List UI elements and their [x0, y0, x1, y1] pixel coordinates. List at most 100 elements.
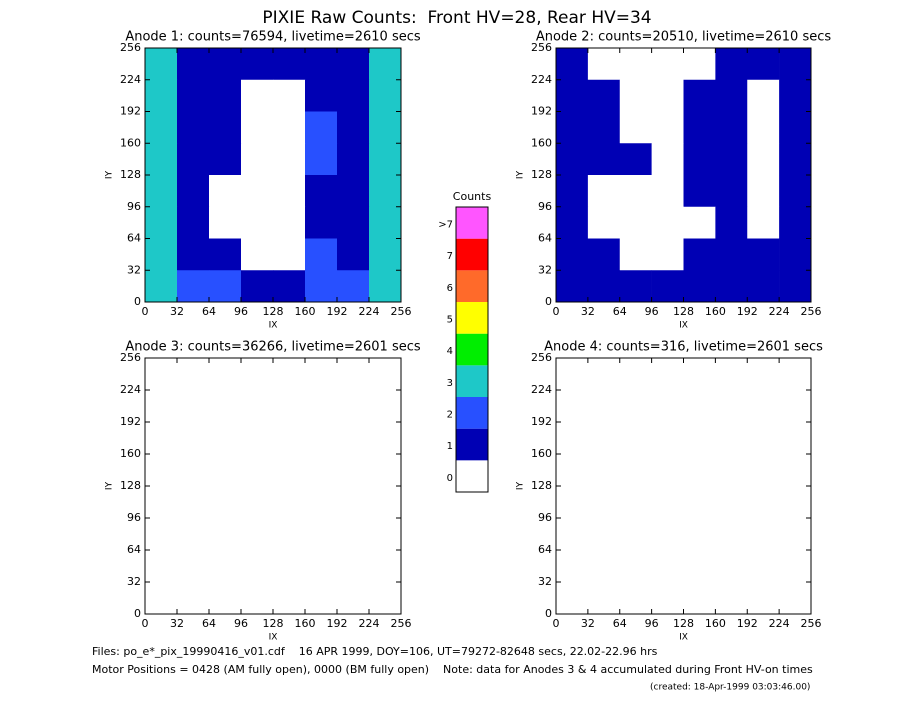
x-tick-label: 64: [202, 305, 216, 318]
heat-cell: [651, 270, 684, 303]
heat-cell: [241, 486, 274, 519]
y-tick-label: 128: [531, 168, 552, 181]
colorbar-frame: [455, 206, 489, 493]
heat-cell: [779, 48, 812, 81]
heat-cell: [209, 111, 242, 144]
x-tick-label: 96: [234, 305, 248, 318]
heat-cell: [651, 486, 684, 519]
heat-cell: [337, 454, 370, 487]
chart-title: Anode 2: counts=20510, livetime=2610 sec…: [536, 30, 832, 45]
x-tick-label: 128: [673, 305, 694, 318]
heat-cell: [145, 270, 178, 303]
heat-cell: [587, 518, 621, 551]
heat-cell: [145, 582, 178, 615]
y-tick-label: 128: [531, 479, 552, 492]
heat-cell: [619, 238, 652, 271]
heat-cell: [305, 518, 338, 551]
heat-cell: [273, 390, 306, 423]
heat-cell: [747, 79, 780, 112]
heat-cell: [587, 358, 621, 391]
heat-cell: [241, 111, 274, 144]
x-tick-label: 96: [645, 617, 659, 630]
heat-cell: [209, 422, 242, 455]
heat-cell: [619, 270, 652, 303]
x-tick-label: 256: [801, 617, 822, 630]
heat-cell: [145, 79, 178, 112]
heat-cell: [683, 454, 716, 487]
heat-cell: [241, 79, 274, 112]
heat-cell: [556, 206, 589, 239]
heat-cell: [747, 206, 780, 239]
heat-cell: [715, 111, 748, 144]
heat-cell: [651, 390, 684, 423]
heat-cell: [273, 486, 306, 519]
heat-cell: [369, 390, 402, 423]
heat-cell: [241, 175, 274, 208]
heat-cell: [337, 518, 370, 551]
heat-cell: [683, 48, 716, 81]
heat-cell: [779, 175, 812, 208]
heat-cell: [779, 270, 812, 303]
heat-cell: [273, 422, 306, 455]
heat-cell: [337, 390, 370, 423]
heat-cell: [337, 206, 370, 239]
heat-cell: [369, 518, 402, 551]
heat-cell: [779, 238, 812, 271]
heat-cell: [369, 270, 402, 303]
heat-cell: [715, 48, 748, 81]
heat-cell: [177, 79, 210, 112]
heat-cell: [273, 79, 306, 112]
colorbar-label: >7: [438, 219, 453, 230]
y-tick-label: 96: [127, 200, 141, 213]
heat-cell: [273, 175, 306, 208]
x-tick-label: 160: [295, 617, 316, 630]
heat-cell: [619, 582, 652, 615]
heat-cell: [556, 143, 589, 176]
heat-cell: [177, 358, 210, 391]
heat-cell: [209, 79, 242, 112]
heat-cell: [715, 206, 748, 239]
heat-cell: [619, 486, 652, 519]
heat-cell: [241, 48, 274, 81]
x-tick-label: 256: [801, 305, 822, 318]
heat-cell: [177, 486, 210, 519]
y-tick-label: 0: [134, 607, 141, 620]
heat-cell: [337, 486, 370, 519]
heat-cell: [273, 518, 306, 551]
heat-cell: [683, 486, 716, 519]
heat-cell: [619, 390, 652, 423]
heat-cell: [369, 550, 402, 583]
x-tick-label: 64: [202, 617, 216, 630]
heat-cell: [556, 270, 589, 303]
heat-cell: [683, 390, 716, 423]
heat-cell: [337, 79, 370, 112]
heat-cell: [619, 175, 652, 208]
heat-cell: [145, 358, 178, 391]
heat-cell: [587, 143, 621, 176]
heat-cell: [177, 238, 210, 271]
heat-cell: [683, 518, 716, 551]
heat-cell: [619, 79, 652, 112]
heat-cell: [369, 79, 402, 112]
heat-cell: [556, 390, 589, 423]
heat-cell: [556, 175, 589, 208]
heat-cell: [369, 486, 402, 519]
heat-cell: [145, 143, 178, 176]
heat-cell: [683, 422, 716, 455]
heat-cell: [241, 454, 274, 487]
heat-cell: [747, 270, 780, 303]
heat-cell: [305, 270, 338, 303]
heat-cell: [779, 454, 812, 487]
y-tick-label: 64: [127, 543, 141, 556]
y-tick-label: 192: [120, 105, 141, 118]
x-tick-label: 32: [581, 305, 595, 318]
heat-cell: [556, 48, 589, 81]
heat-cell: [619, 454, 652, 487]
y-tick-label: 192: [531, 415, 552, 428]
heat-cell: [556, 550, 589, 583]
heat-cell: [145, 111, 178, 144]
x-axis-label: IX: [269, 633, 278, 643]
heat-cell: [587, 486, 621, 519]
heat-cell: [651, 582, 684, 615]
